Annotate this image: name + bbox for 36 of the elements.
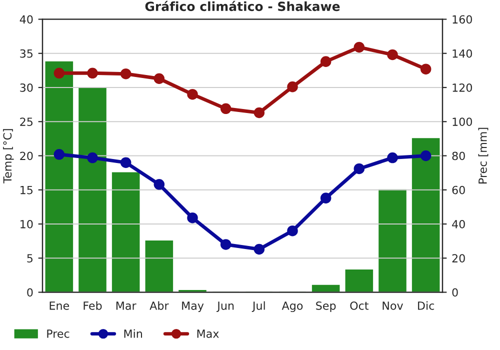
y-axis-title: Temp [°C]	[3, 129, 14, 184]
y2-tick-label: 120	[452, 83, 472, 92]
y-tick-label: 0	[27, 288, 33, 297]
x-tick-label: Feb	[84, 301, 102, 310]
legend-label: Prec	[47, 330, 70, 338]
x-tick-label: Nov	[382, 302, 404, 310]
y-tick-label: 20	[20, 152, 33, 160]
y2-tick-label: 60	[452, 186, 465, 194]
x-tick-label: May	[182, 302, 204, 312]
y-tick-label: 5	[27, 254, 32, 263]
y2-axis-title: Prec [mm]	[478, 128, 488, 184]
y2-tick-label: 80	[452, 152, 465, 160]
y2-tick-label: 0	[452, 288, 458, 297]
y2-tick-label: 160	[452, 15, 472, 24]
y-tick-label: 15	[20, 186, 32, 194]
x-tick-label: Ene	[50, 302, 70, 310]
x-tick-label: Mar	[116, 302, 136, 310]
x-tick-label: Jul	[252, 301, 265, 312]
x-tick-label: Ago	[282, 302, 303, 312]
y2-tick-label: 40	[452, 220, 465, 228]
y-tick-label: 25	[20, 118, 32, 126]
x-tick-label: Sep	[316, 301, 336, 312]
y-tick-label: 40	[20, 15, 33, 24]
x-tick-label: Abr	[150, 301, 169, 310]
legend-label: Min	[124, 329, 142, 338]
y2-tick-label: 140	[452, 49, 472, 58]
x-tick-label: Oct	[350, 301, 369, 310]
chart-title: Gráfico climático - Shakawe	[145, 0, 340, 12]
x-tick-label: Jun	[216, 302, 234, 312]
y-tick-label: 35	[20, 49, 32, 58]
y2-tick-label: 20	[452, 254, 465, 263]
y2-tick-label: 100	[452, 118, 472, 126]
y-tick-label: 30	[20, 83, 33, 92]
y-tick-label: 10	[20, 220, 33, 228]
x-tick-label: Dic	[418, 301, 434, 310]
legend-label: Max	[197, 330, 219, 338]
